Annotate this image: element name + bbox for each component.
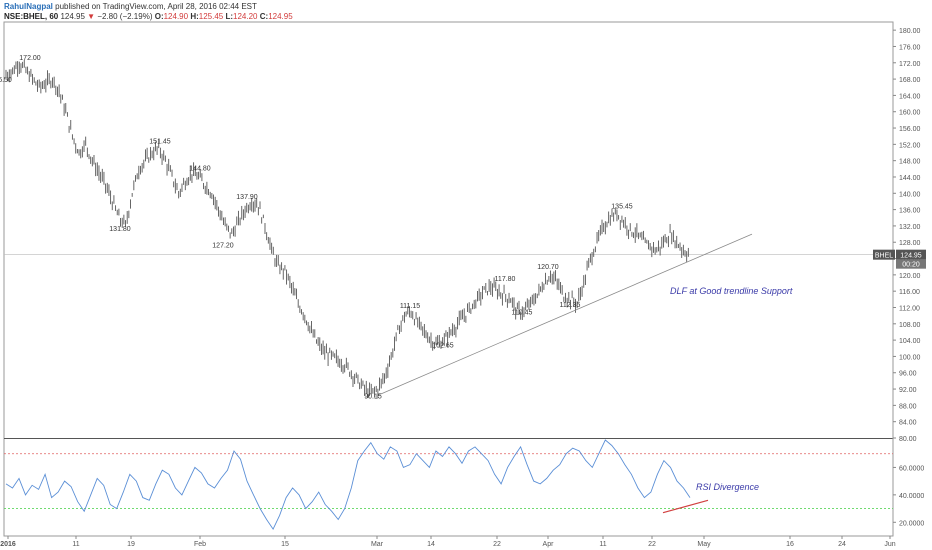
price-tick-label: 168.00 bbox=[899, 77, 921, 84]
rsi-tick-label: 40.0000 bbox=[899, 493, 924, 500]
price-tick-label: 164.00 bbox=[899, 93, 921, 100]
open-value: 124.90 bbox=[163, 12, 189, 21]
price-tick-label: 116.00 bbox=[899, 289, 920, 296]
symbol-label[interactable]: NSE:BHEL, 60 bbox=[4, 12, 59, 21]
time-tick-label: 2016 bbox=[0, 541, 16, 548]
price-annotation: 112.35 bbox=[560, 302, 581, 309]
price-tick-label: 152.00 bbox=[899, 142, 921, 149]
low-label: L: bbox=[225, 12, 234, 21]
close-value: 124.95 bbox=[268, 12, 293, 21]
price-tick-label: 156.00 bbox=[899, 126, 921, 133]
price-tick-label: 176.00 bbox=[899, 44, 921, 51]
price-annotation: 117.80 bbox=[495, 276, 516, 283]
change-value: −2.80 (−2.19%) bbox=[97, 12, 153, 21]
price-tick-label: 88.00 bbox=[899, 403, 917, 410]
price-annotation: 111.15 bbox=[400, 303, 420, 310]
chart-header: RahulNagpal published on TradingView.com… bbox=[4, 2, 293, 22]
price-tick-label: 100.00 bbox=[899, 354, 921, 361]
time-tick-label: 11 bbox=[599, 541, 606, 548]
support-trendline bbox=[377, 233, 753, 396]
price-tick-label: 92.00 bbox=[899, 387, 917, 394]
price-annotation: 120.70 bbox=[537, 264, 559, 271]
open-label: O: bbox=[154, 12, 164, 21]
price-tick-label: 80.00 bbox=[899, 436, 917, 443]
price-tag-label: 124.95 bbox=[900, 253, 922, 260]
price-bars bbox=[5, 60, 689, 399]
time-tick-label: 11 bbox=[72, 541, 79, 548]
time-tick-label: 19 bbox=[127, 541, 135, 548]
price-tick-label: 172.00 bbox=[899, 61, 921, 68]
published-info: published on TradingView.com, April 28, … bbox=[55, 2, 257, 11]
trendline-note: DLF at Good trendline Support bbox=[670, 286, 793, 296]
time-tick-label: 22 bbox=[648, 541, 656, 548]
trendline bbox=[377, 233, 753, 396]
rsi-line bbox=[5, 439, 691, 531]
time-tick-label: 16 bbox=[786, 541, 794, 548]
time-tick-label: May bbox=[697, 541, 711, 548]
symbol-tag-label: BHEL bbox=[875, 253, 893, 260]
price-tick-label: 104.00 bbox=[899, 338, 921, 345]
price-tick-label: 132.00 bbox=[899, 224, 921, 231]
chart-frame bbox=[3, 21, 894, 537]
rsi-divergence-line bbox=[662, 499, 709, 514]
price-annotation: 172.00 bbox=[19, 55, 41, 62]
time-tick-label: Apr bbox=[543, 541, 555, 548]
grid-lines bbox=[4, 254, 893, 509]
price-annotation: 90.15 bbox=[364, 393, 382, 400]
price-tick-label: 144.00 bbox=[899, 175, 921, 182]
current-price-marker: BHEL 124.95 00:20 bbox=[873, 249, 926, 269]
low-value: 124.20 bbox=[233, 12, 258, 21]
time-tick-label: 15 bbox=[281, 541, 289, 548]
time-tag bbox=[896, 259, 926, 269]
symbol-tag bbox=[873, 249, 895, 260]
time-tag-label: 00:20 bbox=[902, 262, 920, 269]
price-tick-label: 136.00 bbox=[899, 208, 921, 215]
price-annotation: 137.90 bbox=[236, 194, 258, 201]
price-tick-label: 96.00 bbox=[899, 371, 917, 378]
chart-border bbox=[3, 21, 894, 537]
time-tick-label: 14 bbox=[427, 541, 435, 548]
price-axis: 180.00 176.00 172.00 168.00 164.00 160.00 156.… bbox=[893, 28, 921, 443]
price-annotations: 172.00 6.50 151.45 144.80 131.80 137.90 127.20… bbox=[0, 55, 633, 401]
time-axis: 2016 11 19 Feb 15 Mar 14 22 Apr 11 22 May 16 24 Jun bbox=[0, 536, 896, 548]
time-tick-label: 22 bbox=[493, 541, 501, 548]
rsi-divergence-note: RSI Divergence bbox=[696, 482, 759, 492]
price-annotation: 151.45 bbox=[149, 138, 171, 145]
rsi-tick-label: 20.0000 bbox=[899, 520, 924, 527]
down-arrow-icon: ▼ bbox=[87, 12, 96, 21]
high-label: H: bbox=[190, 12, 199, 21]
time-tick-label: Mar bbox=[371, 541, 384, 548]
price-tick-label: 180.00 bbox=[899, 28, 921, 35]
rsi-axis: 60.0000 40.0000 20.0000 bbox=[893, 465, 924, 527]
price-tick-label: 140.00 bbox=[899, 191, 921, 198]
price-tick-label: 112.00 bbox=[899, 305, 920, 312]
close-label: C: bbox=[259, 12, 269, 21]
price-tick-label: 84.00 bbox=[899, 420, 917, 427]
price-tick-label: 128.00 bbox=[899, 240, 921, 247]
author-name[interactable]: RahulNagpal bbox=[4, 2, 53, 11]
last-price: 124.95 bbox=[60, 12, 85, 21]
high-value: 125.45 bbox=[198, 12, 224, 21]
price-tick-label: 148.00 bbox=[899, 159, 921, 166]
price-annotation: 110.45 bbox=[512, 310, 533, 317]
price-tick-label: 108.00 bbox=[899, 322, 921, 329]
price-tick-label: 160.00 bbox=[899, 110, 921, 117]
price-annotation: 144.80 bbox=[189, 166, 211, 173]
price-tag bbox=[896, 249, 926, 260]
rsi-panel bbox=[5, 439, 709, 531]
time-tick-label: Feb bbox=[194, 541, 206, 548]
price-annotation: 102.65 bbox=[432, 342, 454, 349]
price-tick-label: 120.00 bbox=[899, 273, 921, 280]
rsi-tick-label: 60.0000 bbox=[899, 465, 924, 472]
price-annotation: 127.20 bbox=[212, 242, 234, 249]
time-tick-label: 24 bbox=[838, 541, 846, 548]
price-annotation: 131.80 bbox=[109, 226, 131, 233]
time-tick-label: Jun bbox=[884, 541, 895, 548]
price-annotation: 6.50 bbox=[0, 77, 12, 84]
price-annotation: 135.45 bbox=[611, 204, 633, 211]
